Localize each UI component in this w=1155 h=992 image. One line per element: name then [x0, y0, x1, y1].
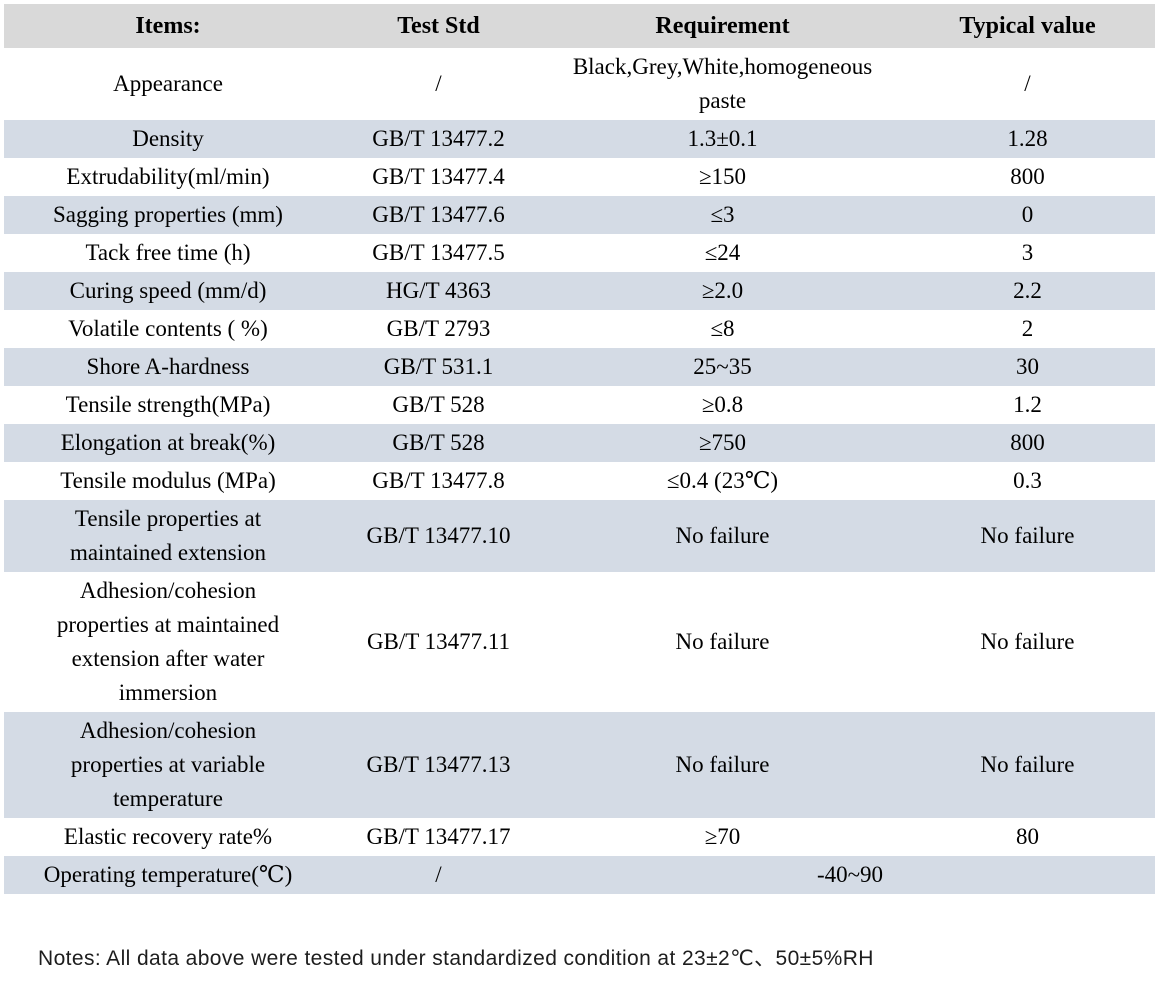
cell-requirement: ≥750 — [698, 430, 747, 455]
column-header-typical-value: Typical value — [959, 13, 1096, 39]
cell-typical-value: 0.3 — [1013, 468, 1042, 493]
cell-test-std: GB/T 13477.17 — [366, 824, 511, 849]
cell-item: Tack free time (h) — [85, 240, 251, 265]
cell-requirement: ≤3 — [710, 202, 735, 227]
cell-requirement: ≥70 — [704, 824, 741, 849]
column-header-test-std: Test Std — [397, 13, 480, 39]
table-row: Tack free time (h) GB/T 13477.5 ≤24 3 — [4, 234, 1155, 272]
cell-test-std: GB/T 528 — [392, 430, 485, 455]
column-header-items: Items: — [135, 13, 201, 39]
table-row: Tensile properties at maintained extensi… — [4, 500, 1155, 572]
cell-item: Adhesion/cohesion properties at maintain… — [56, 578, 280, 705]
cell-requirement: No failure — [675, 523, 770, 548]
cell-test-std: GB/T 531.1 — [383, 354, 494, 379]
cell-item: Adhesion/cohesion properties at variable… — [70, 718, 266, 811]
cell-test-std: GB/T 13477.5 — [372, 240, 505, 265]
cell-test-std: GB/T 13477.11 — [366, 629, 511, 654]
table-row: Operating temperature(℃) / -40~90 — [4, 856, 1155, 894]
cell-requirement: 25~35 — [693, 354, 752, 379]
table-row: Volatile contents ( %) GB/T 2793 ≤8 2 — [4, 310, 1155, 348]
cell-typical-value: / — [1024, 71, 1031, 96]
cell-item: Curing speed (mm/d) — [69, 278, 267, 303]
cell-item: Appearance — [113, 71, 223, 96]
cell-test-std: / — [435, 862, 442, 887]
cell-requirement: 1.3±0.1 — [687, 126, 758, 151]
cell-test-std: GB/T 13477.4 — [372, 164, 505, 189]
cell-typical-value: 1.28 — [1007, 126, 1048, 151]
notes-text: Notes: All data above were tested under … — [38, 947, 874, 970]
table-row: Adhesion/cohesion properties at maintain… — [4, 572, 1155, 712]
cell-item: Operating temperature(℃) — [43, 862, 293, 887]
table-row: Extrudability(ml/min) GB/T 13477.4 ≥150 … — [4, 158, 1155, 196]
cell-item: Volatile contents ( %) — [68, 316, 268, 341]
table-row: Tensile modulus (MPa) GB/T 13477.8 ≤0.4 … — [4, 462, 1155, 500]
cell-requirement: ≤24 — [704, 240, 741, 265]
cell-test-std: GB/T 13477.13 — [366, 752, 511, 777]
cell-typical-value: 30 — [1016, 354, 1039, 379]
cell-requirement: ≥150 — [698, 164, 747, 189]
table-row: Curing speed (mm/d) HG/T 4363 ≥2.0 2.2 — [4, 272, 1155, 310]
cell-test-std: GB/T 13477.8 — [372, 468, 505, 493]
cell-test-std: GB/T 13477.10 — [366, 523, 511, 548]
table-row: Sagging properties (mm) GB/T 13477.6 ≤3 … — [4, 196, 1155, 234]
cell-item: Tensile modulus (MPa) — [60, 468, 276, 493]
cell-requirement: Black,Grey,White,homogeneous paste — [572, 54, 873, 113]
cell-typical-value: No failure — [980, 629, 1075, 654]
cell-item: Sagging properties (mm) — [53, 202, 283, 227]
cell-typical-value: 800 — [1010, 164, 1045, 189]
cell-requirement: No failure — [675, 752, 770, 777]
cell-typical-value: 2.2 — [1013, 278, 1042, 303]
cell-requirement: No failure — [675, 629, 770, 654]
cell-item: Extrudability(ml/min) — [66, 164, 270, 189]
cell-item: Elongation at break(%) — [60, 430, 276, 455]
table-body: Appearance / Black,Grey,White,homogeneou… — [4, 48, 1155, 894]
table-row: Appearance / Black,Grey,White,homogeneou… — [4, 48, 1155, 120]
cell-requirement: ≤0.4 (23℃) — [666, 468, 779, 493]
table-row: Tensile strength(MPa) GB/T 528 ≥0.8 1.2 — [4, 386, 1155, 424]
cell-test-std: GB/T 13477.6 — [372, 202, 505, 227]
cell-typical-value: 1.2 — [1013, 392, 1042, 417]
cell-requirement: ≤8 — [710, 316, 735, 341]
column-header-requirement: Requirement — [655, 13, 790, 39]
table-row: Adhesion/cohesion properties at variable… — [4, 712, 1155, 818]
table-row: Shore A-hardness GB/T 531.1 25~35 30 — [4, 348, 1155, 386]
cell-typical-value: 2 — [1021, 316, 1034, 341]
cell-typical-value: 3 — [1021, 240, 1034, 265]
cell-test-std: GB/T 2793 — [386, 316, 491, 341]
cell-typical-value: No failure — [980, 523, 1075, 548]
cell-typical-value: 0 — [1021, 202, 1034, 227]
cell-requirement: ≥0.8 — [701, 392, 744, 417]
cell-typical-value: 80 — [1016, 824, 1039, 849]
spec-table: Items: Test Std Requirement Typical valu… — [4, 4, 1155, 894]
cell-item: Elastic recovery rate% — [63, 824, 273, 849]
table-row: Elastic recovery rate% GB/T 13477.17 ≥70… — [4, 818, 1155, 856]
cell-test-std: GB/T 13477.2 — [372, 126, 505, 151]
table-header-row: Items: Test Std Requirement Typical valu… — [4, 4, 1155, 48]
cell-typical-value: 800 — [1010, 430, 1045, 455]
cell-test-std: HG/T 4363 — [386, 278, 491, 303]
table-row: Elongation at break(%) GB/T 528 ≥750 800 — [4, 424, 1155, 462]
cell-item: Shore A-hardness — [86, 354, 250, 379]
cell-item: Density — [132, 126, 204, 151]
cell-item: Tensile strength(MPa) — [65, 392, 271, 417]
cell-requirement: -40~90 — [816, 862, 884, 887]
cell-test-std: GB/T 528 — [392, 392, 485, 417]
cell-typical-value: No failure — [980, 752, 1075, 777]
table-row: Density GB/T 13477.2 1.3±0.1 1.28 — [4, 120, 1155, 158]
cell-requirement: ≥2.0 — [701, 278, 744, 303]
cell-test-std: / — [435, 71, 442, 96]
cell-item: Tensile properties at maintained extensi… — [69, 506, 267, 565]
